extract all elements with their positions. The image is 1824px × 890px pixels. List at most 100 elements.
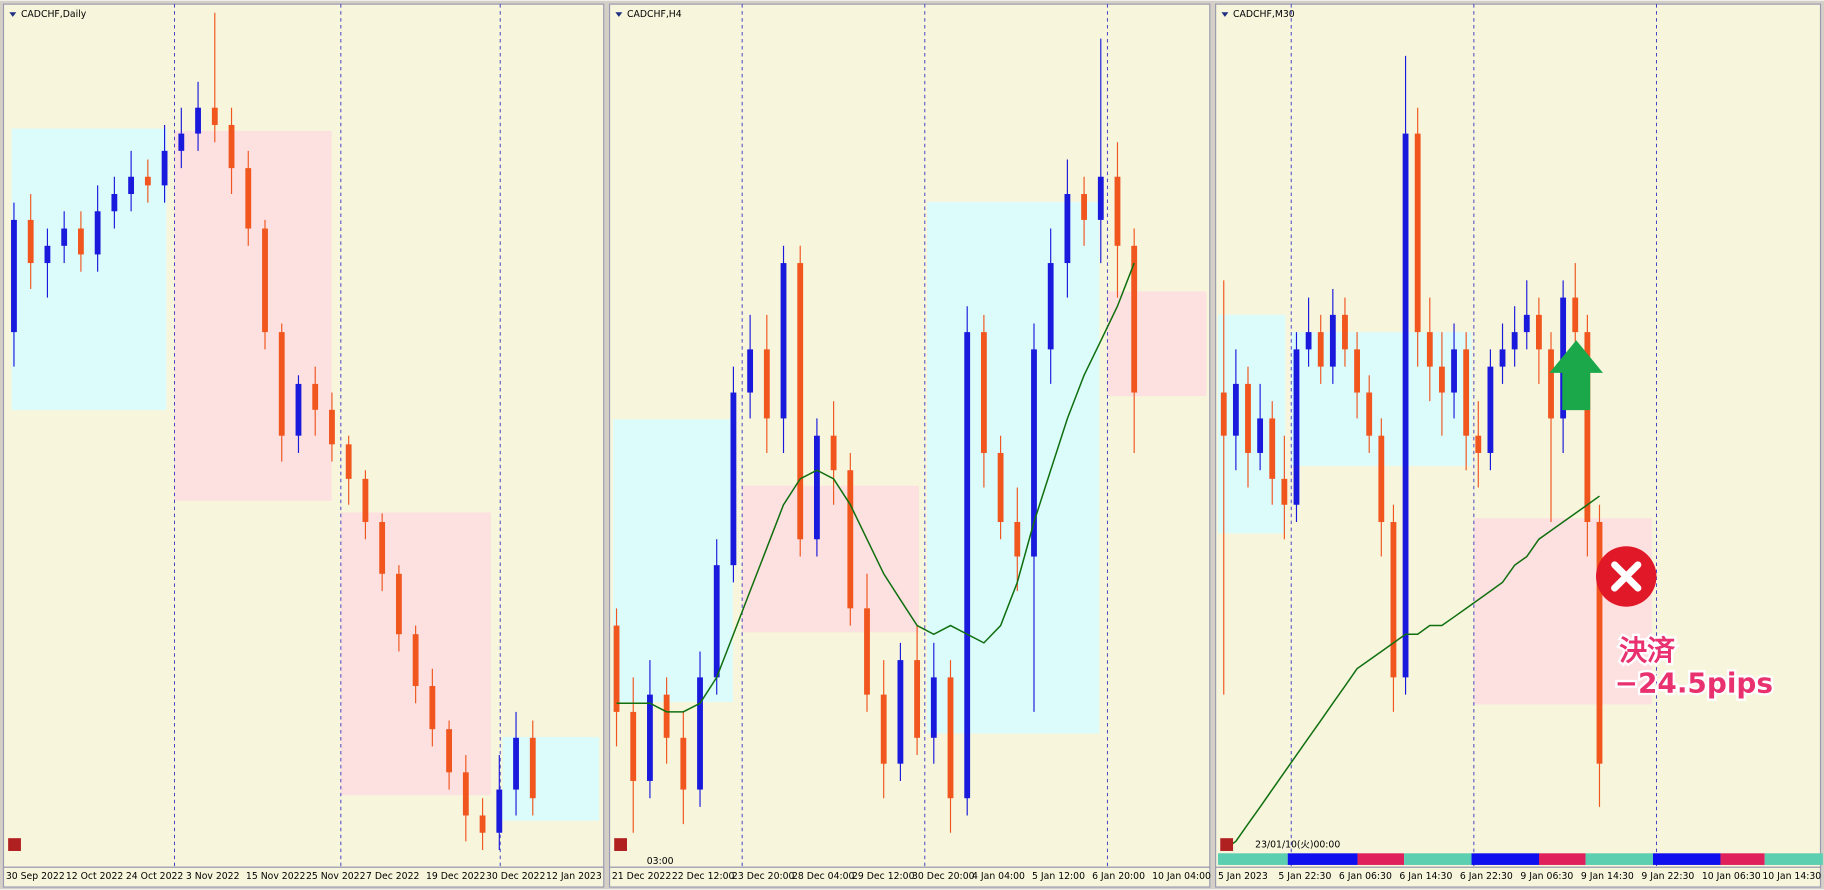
close-button: [614, 838, 627, 851]
zone-box: [174, 130, 332, 501]
candle-body: [697, 677, 703, 790]
candle-body: [1097, 176, 1104, 220]
candle-body: [1414, 133, 1421, 333]
candle-body: [680, 737, 687, 790]
candle-body: [278, 332, 285, 436]
chart-title: CADCHF,Daily: [21, 9, 87, 20]
candle-body: [1220, 392, 1227, 436]
title-arrow: [1221, 12, 1229, 17]
cursor-time: 23/01/10(火)00:00: [1255, 840, 1340, 851]
x-tick-label: 12 Oct 2022: [66, 871, 123, 882]
session-bar: [1653, 853, 1721, 865]
candle-body: [1487, 366, 1494, 453]
candle-body: [144, 176, 151, 186]
candle-body: [27, 219, 34, 264]
x-tick-label: 9 Jan 06:30: [1520, 871, 1573, 882]
candle-body: [1293, 349, 1300, 505]
x-tick-label: 9 Jan 14:30: [1581, 871, 1634, 882]
x-tick-label: 21 Dec 2022: [612, 871, 671, 882]
candle-body: [947, 677, 954, 799]
loss-x: [1611, 561, 1642, 592]
candle-body: [1596, 522, 1603, 764]
candle-body: [412, 634, 419, 687]
x-tick-label: 28 Dec 04:00: [792, 871, 855, 882]
x-tick-label: 10 Jan 04:00: [1152, 871, 1211, 882]
session-bar: [1217, 853, 1288, 865]
candle-body: [730, 392, 737, 566]
x-tick-label: 10 Jan 14:30: [1762, 871, 1821, 882]
x-tick-label: 12 Jan 2023: [546, 871, 602, 882]
annotation: 決済: [1619, 634, 1676, 667]
annotation: −24.5pips: [1615, 667, 1773, 700]
time-axis: [608, 866, 1211, 888]
candle-body: [11, 219, 17, 333]
candle-body: [1451, 349, 1457, 393]
candle-body: [1439, 366, 1445, 393]
candle-body: [496, 789, 503, 833]
candle-body: [780, 263, 787, 419]
candle-body: [997, 452, 1004, 523]
candle-body: [211, 107, 218, 125]
zone-box: [742, 485, 919, 633]
candle-body: [1584, 332, 1591, 523]
zone-box: [613, 419, 733, 703]
candle-body: [613, 625, 620, 712]
candle-body: [880, 694, 887, 764]
candle-body: [1269, 418, 1276, 479]
candle-body: [1232, 383, 1239, 436]
x-tick-label: 5 Jan 22:30: [1278, 871, 1331, 882]
zone-box: [11, 128, 167, 411]
x-tick-label: 15 Nov 2022: [246, 871, 306, 882]
candle-body: [1402, 133, 1409, 678]
candle-body: [1378, 435, 1385, 523]
candle-body: [245, 168, 252, 229]
zone-box: [927, 201, 1100, 734]
x-tick-label: 9 Jan 22:30: [1641, 871, 1694, 882]
candle-body: [1257, 418, 1264, 453]
x-tick-label: 30 Sep 2022: [6, 871, 65, 882]
x-tick-label: 29 Dec 12:00: [852, 871, 915, 882]
candle-body: [178, 133, 185, 151]
candle-body: [980, 332, 987, 453]
candle-body: [362, 478, 369, 523]
x-tick-label: 6 Jan 14:30: [1399, 871, 1452, 882]
candle-body: [529, 737, 536, 799]
candle-body: [763, 349, 770, 419]
candle-body: [1064, 194, 1071, 264]
zone-box: [1217, 314, 1286, 534]
candle-body: [1463, 349, 1470, 436]
moving-average: [616, 262, 1135, 713]
candle-body: [713, 565, 720, 678]
x-tick-label: 23 Dec 20:00: [732, 871, 795, 882]
candle-body: [111, 194, 118, 212]
chart-title: CADCHF,M30: [1233, 9, 1295, 20]
x-tick-label: 30 Dec 20:00: [912, 871, 975, 882]
candle-body: [1329, 314, 1336, 367]
candle-body: [1535, 314, 1542, 350]
candle-body: [1523, 314, 1530, 333]
candle-body: [312, 383, 319, 410]
candle-body: [345, 444, 352, 479]
candle-body: [1114, 176, 1121, 246]
zone-box: [1107, 291, 1207, 397]
session-bar: [1585, 853, 1653, 865]
x-tick-label: 5 Jan 2023: [1218, 871, 1268, 882]
close-button: [8, 838, 21, 851]
candle-body: [1245, 383, 1251, 453]
candle-body: [462, 772, 469, 816]
x-tick-label: 30 Dec 2022: [486, 871, 545, 882]
x-tick-label: 6 Jan 06:30: [1339, 871, 1392, 882]
candle-body: [663, 694, 670, 738]
candle-body: [446, 729, 453, 773]
candle-body: [747, 349, 754, 393]
candle-body: [914, 660, 921, 738]
candle-body: [1426, 332, 1433, 367]
session-bar: [1764, 853, 1823, 865]
candle-body: [329, 409, 335, 445]
candle-body: [1390, 522, 1397, 678]
x-tick-label: 10 Jan 06:30: [1702, 871, 1761, 882]
candle-body: [897, 660, 904, 764]
title-arrow: [615, 12, 623, 17]
candle-body: [77, 228, 84, 255]
x-tick-label: 24 Oct 2022: [126, 871, 183, 882]
